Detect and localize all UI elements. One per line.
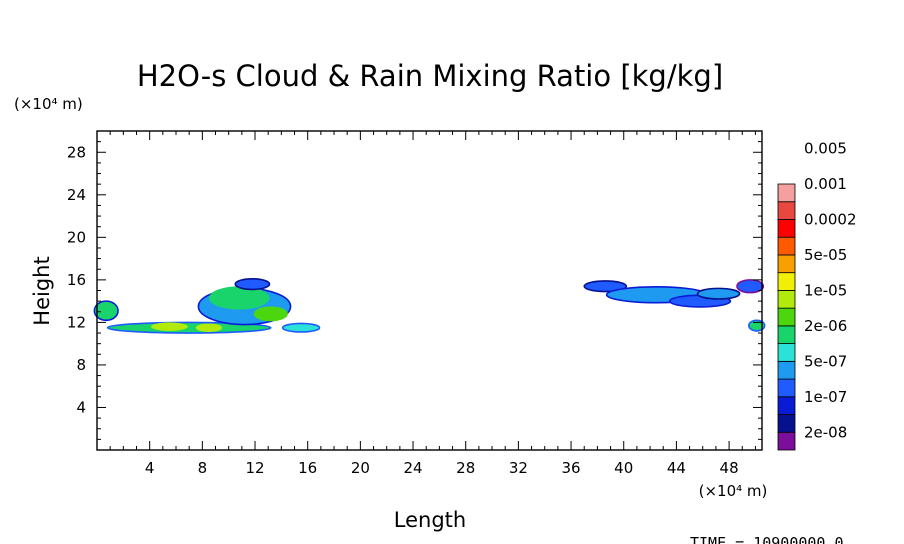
cloud-region [208, 286, 270, 310]
colorbar-swatch [777, 272, 796, 291]
colorbar-swatch [777, 414, 796, 433]
x-unit-label: (×10⁴ m) [699, 482, 768, 500]
x-tick-label: 24 [403, 459, 422, 477]
colorbar-label: 0.0002 [804, 210, 857, 228]
colorbar-swatch [777, 431, 796, 451]
y-tick-label: 8 [76, 356, 86, 374]
x-tick-label: 20 [351, 459, 370, 477]
cloud-region [696, 287, 741, 300]
cloud-region [93, 300, 119, 322]
y-tick-label: 16 [67, 271, 86, 289]
cloud-region [281, 322, 321, 333]
x-tick-label: 16 [298, 459, 317, 477]
colorbar-swatch [777, 378, 796, 398]
y-tick-label: 4 [76, 398, 86, 416]
y-tick-label: 28 [67, 143, 86, 161]
x-tick-label: 28 [456, 459, 475, 477]
x-tick-label: 40 [614, 459, 633, 477]
colorbar-label: 5e-05 [804, 246, 847, 264]
y-tick-label: 12 [67, 313, 86, 331]
colorbar-label: 0.005 [804, 140, 847, 158]
y-tick-label: 24 [67, 186, 86, 204]
colorbar-swatch [777, 236, 796, 256]
colorbar-swatch [777, 201, 796, 220]
y-axis-label: Height [30, 256, 54, 325]
x-axis: 4 8 12 16 20 24 28 32 36 40 44 48 [109, 131, 756, 477]
colorbar-swatch [777, 219, 796, 238]
colorbar-swatch [777, 307, 796, 327]
colorbar-swatch [777, 343, 796, 362]
colorbar-swatch [777, 396, 796, 415]
colorbar: 2e-08 1e-07 5e-07 2e-06 1e-05 5e-05 0.0002 0.00… [777, 140, 857, 451]
chart-title: H2O-s Cloud & Rain Mixing Ratio [kg/kg] [137, 59, 723, 93]
x-tick-label: 4 [145, 459, 155, 477]
cloud-region [106, 321, 272, 334]
colorbar-swatch [777, 325, 796, 345]
cloud-region [253, 306, 288, 322]
y-axis: 4 8 12 16 20 24 28 [67, 141, 762, 440]
cloud-region [234, 278, 271, 291]
colorbar-label: 2e-06 [804, 317, 847, 335]
x-tick-label: 48 [720, 459, 739, 477]
x-tick-label: 12 [245, 459, 264, 477]
colorbar-label: 1e-07 [804, 388, 847, 406]
time-label: TIME = 10900000.0 [690, 534, 844, 544]
colorbar-label: 1e-05 [804, 281, 847, 299]
x-tick-label: 44 [667, 459, 686, 477]
colorbar-swatch [777, 360, 796, 380]
cloud-region [736, 279, 765, 294]
cloud-region [748, 319, 766, 332]
cloud-region [150, 322, 188, 331]
colorbar-swatch [777, 254, 796, 274]
colorbar-label: 2e-08 [804, 423, 847, 441]
colorbar-label: 0.001 [804, 175, 847, 193]
y-unit-label: (×10⁴ m) [14, 95, 83, 113]
x-tick-label: 32 [509, 459, 528, 477]
colorbar-label: 5e-07 [804, 352, 847, 370]
x-tick-label: 36 [562, 459, 581, 477]
colorbar-swatch [777, 183, 796, 203]
colorbar-swatch [777, 289, 796, 309]
y-tick-label: 20 [67, 228, 86, 246]
x-axis-label: Length [394, 508, 466, 532]
mixing-ratio-field [93, 278, 766, 334]
cloud-region [195, 323, 223, 332]
cloud-region [583, 280, 628, 293]
x-tick-label: 8 [198, 459, 208, 477]
